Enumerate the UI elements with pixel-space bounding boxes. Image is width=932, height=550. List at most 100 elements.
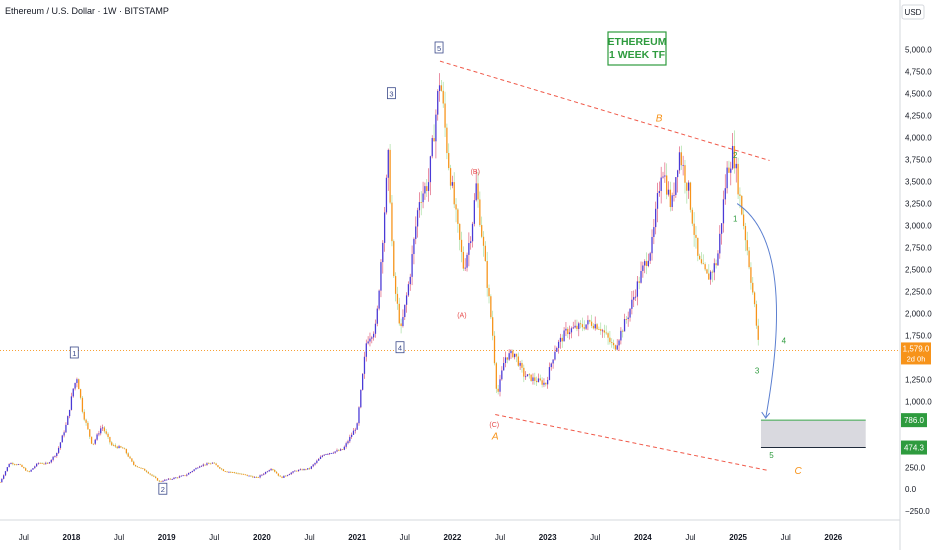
candle-body xyxy=(347,441,349,444)
candle-body xyxy=(114,445,117,447)
candle-body xyxy=(118,446,120,449)
candle-body xyxy=(145,470,148,472)
wave-label: 2 xyxy=(733,151,738,160)
candle-body xyxy=(719,233,721,254)
candle-body xyxy=(21,464,23,467)
y-tick-label: 3,500.0 xyxy=(905,178,932,187)
y-tick-label: 250.0 xyxy=(905,463,926,472)
candle-body xyxy=(545,382,547,385)
candle-body xyxy=(275,471,278,474)
candle-body xyxy=(607,333,609,338)
y-tick-label: 1,250.0 xyxy=(905,375,932,384)
y-tick-label: 2,750.0 xyxy=(905,244,932,253)
candle-body xyxy=(523,367,525,377)
candle-body xyxy=(134,464,137,467)
current-price-value: 1,579.0 xyxy=(903,344,930,353)
candle-body xyxy=(200,465,203,467)
candle-body xyxy=(422,193,424,203)
wave-label: C xyxy=(794,466,802,477)
candle-body xyxy=(63,432,65,436)
candle-body xyxy=(259,475,261,478)
candle-body xyxy=(382,242,384,263)
candle-body xyxy=(109,436,111,443)
candle-body xyxy=(270,469,272,471)
candle-body xyxy=(206,463,208,465)
y-tick-label: 3,000.0 xyxy=(905,222,932,231)
candle-body xyxy=(140,467,142,469)
candle-body xyxy=(757,325,759,340)
candle-body xyxy=(301,469,303,471)
zone-level-badge xyxy=(901,413,927,428)
candle-body xyxy=(314,462,316,465)
candle-body xyxy=(600,329,602,331)
zone-level-badge xyxy=(901,440,927,455)
candle-body xyxy=(515,353,518,357)
currency-box xyxy=(901,4,925,20)
candle-body xyxy=(89,429,91,437)
candle-body xyxy=(418,202,421,211)
candle-body xyxy=(726,167,728,189)
candle-body xyxy=(534,377,536,381)
candle-body xyxy=(127,453,129,457)
candle-body xyxy=(23,466,25,469)
candle-body xyxy=(70,396,73,410)
candle-body xyxy=(693,223,695,235)
candle-body xyxy=(488,287,490,297)
candle-body xyxy=(453,182,455,205)
candle-body xyxy=(171,479,173,480)
candle-body xyxy=(446,127,448,154)
candle-body xyxy=(750,267,752,283)
candle-body xyxy=(334,451,336,453)
candle-body xyxy=(125,448,128,454)
candle-body xyxy=(299,469,302,471)
candle-body xyxy=(455,204,457,210)
candle-body xyxy=(638,281,640,283)
candle-body xyxy=(435,114,437,142)
candle-body xyxy=(572,327,574,329)
candle-body xyxy=(706,269,708,274)
candle-body xyxy=(363,356,366,374)
candle-body xyxy=(142,468,144,469)
candle-body xyxy=(644,261,646,266)
price-axis-panel xyxy=(900,0,932,550)
candle-body xyxy=(627,317,629,320)
candle-body xyxy=(521,362,523,368)
x-tick-label: Jul xyxy=(209,533,219,542)
candle-body xyxy=(338,450,340,452)
wave-label: 4 xyxy=(398,344,402,353)
candle-body xyxy=(550,363,552,368)
candle-body xyxy=(742,214,745,227)
x-tick-label: Jul xyxy=(400,533,410,542)
candle-body xyxy=(3,475,5,479)
candle-body xyxy=(228,471,230,473)
candle-body xyxy=(356,423,358,430)
candle-body xyxy=(470,241,472,244)
candle-body xyxy=(195,468,197,470)
candle-body xyxy=(391,202,393,242)
candle-body xyxy=(87,422,89,430)
candle-body xyxy=(708,273,710,280)
candle-body xyxy=(482,236,485,246)
candle-body xyxy=(248,475,250,477)
wave-label: 1 xyxy=(733,215,738,224)
candle-body xyxy=(59,442,62,448)
candle-body xyxy=(209,463,212,465)
candle-body xyxy=(442,90,444,104)
projection-arrow xyxy=(736,203,777,419)
trendline-upper xyxy=(439,60,770,161)
candle-body xyxy=(213,462,215,464)
y-tick-label: 1,000.0 xyxy=(905,397,932,406)
candle-body xyxy=(449,168,452,186)
candle-body xyxy=(394,276,397,294)
x-tick-label: 2025 xyxy=(729,533,747,542)
bar-countdown: 2d 0h xyxy=(907,354,926,363)
candle-body xyxy=(462,251,465,269)
candle-body xyxy=(589,320,591,322)
candle-body xyxy=(351,434,353,437)
candle-body xyxy=(413,238,415,255)
candle-body xyxy=(431,138,433,157)
chart-title-line: 1 WEEK TF xyxy=(609,49,666,61)
candle-body xyxy=(286,475,289,476)
candle-body xyxy=(325,454,327,455)
